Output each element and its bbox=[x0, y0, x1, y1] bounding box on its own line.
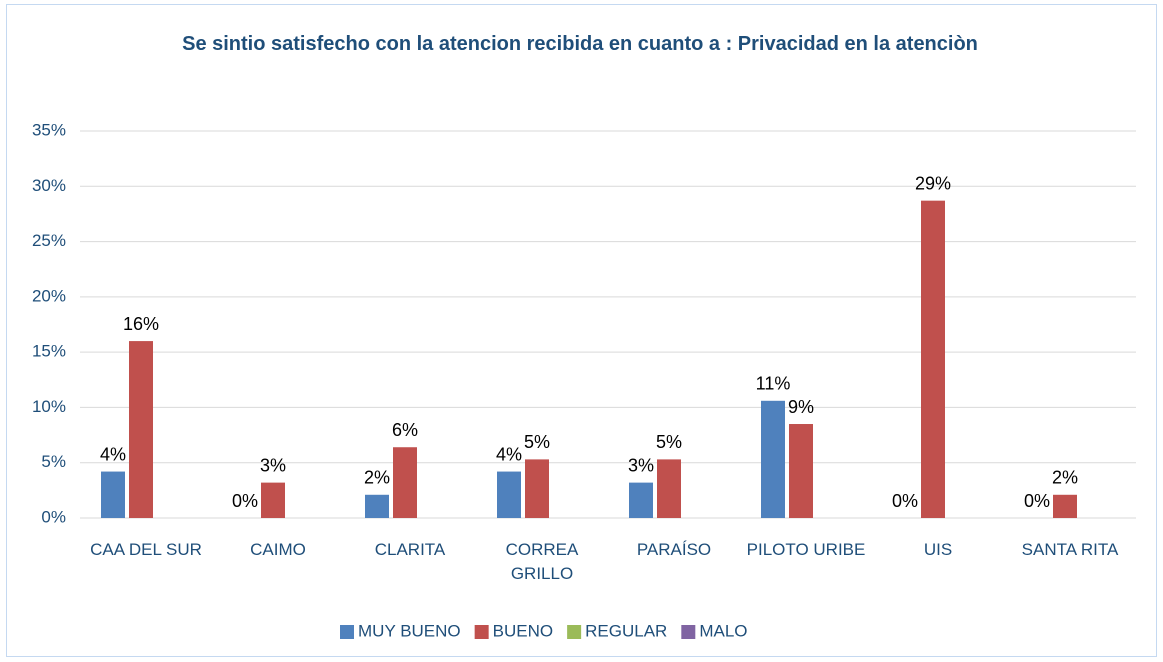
data-label: 16% bbox=[123, 314, 159, 334]
bar bbox=[101, 471, 125, 518]
data-label: 2% bbox=[1052, 468, 1078, 488]
data-label: 9% bbox=[788, 397, 814, 417]
bar bbox=[629, 482, 653, 518]
data-label: 4% bbox=[100, 444, 126, 464]
bar bbox=[393, 447, 417, 518]
bar bbox=[525, 459, 549, 518]
y-tick-label: 15% bbox=[32, 342, 66, 361]
data-label: 11% bbox=[756, 374, 791, 394]
legend-label: BUENO bbox=[493, 621, 553, 640]
data-label: 0% bbox=[1024, 491, 1050, 511]
data-label: 3% bbox=[628, 455, 654, 475]
data-label: 0% bbox=[892, 491, 918, 511]
y-tick-label: 10% bbox=[32, 397, 66, 416]
y-tick-label: 20% bbox=[32, 286, 66, 305]
x-tick-label: CORREA GRILLO bbox=[505, 540, 579, 583]
bar bbox=[789, 424, 813, 518]
y-tick-label: 25% bbox=[32, 231, 66, 250]
bar bbox=[921, 200, 945, 518]
bar bbox=[657, 459, 681, 518]
y-tick-label: 35% bbox=[32, 120, 66, 139]
x-tick-label: PILOTO URIBE bbox=[746, 540, 866, 559]
bar bbox=[365, 494, 389, 518]
bar bbox=[761, 400, 785, 518]
y-tick-label: 0% bbox=[41, 507, 66, 526]
data-label: 6% bbox=[392, 420, 418, 440]
data-label: 0% bbox=[232, 491, 258, 511]
x-tick-label: UIS bbox=[923, 540, 953, 559]
legend-label: REGULAR bbox=[585, 621, 667, 640]
x-tick-label: CAIMO bbox=[250, 540, 306, 559]
bar bbox=[129, 341, 153, 518]
legend-swatch bbox=[340, 625, 354, 639]
x-tick-label: SANTA RITA bbox=[1021, 540, 1119, 559]
legend-swatch bbox=[474, 625, 489, 639]
bar bbox=[1053, 494, 1077, 518]
bar bbox=[261, 482, 285, 518]
x-tick-label: CLARITA bbox=[374, 540, 446, 559]
bar bbox=[497, 471, 521, 518]
data-label: 5% bbox=[524, 432, 550, 452]
x-tick-label: CAA DEL SUR bbox=[90, 540, 202, 559]
legend-label: MUY BUENO bbox=[358, 621, 461, 640]
data-label: 5% bbox=[656, 432, 682, 452]
legend-swatch bbox=[681, 625, 696, 639]
data-label: 4% bbox=[496, 444, 522, 464]
legend-label: MALO bbox=[699, 621, 747, 640]
chart-border bbox=[6, 4, 1157, 657]
data-label: 29% bbox=[915, 173, 951, 193]
y-tick-label: 5% bbox=[41, 452, 66, 471]
chart-title: Se sintio satisfecho con la atencion rec… bbox=[182, 33, 978, 55]
legend-swatch bbox=[567, 625, 582, 639]
y-tick-label: 30% bbox=[32, 176, 66, 195]
x-tick-label: PARAÍSO bbox=[636, 540, 712, 559]
data-label: 2% bbox=[364, 468, 390, 488]
data-label: 3% bbox=[260, 455, 286, 475]
